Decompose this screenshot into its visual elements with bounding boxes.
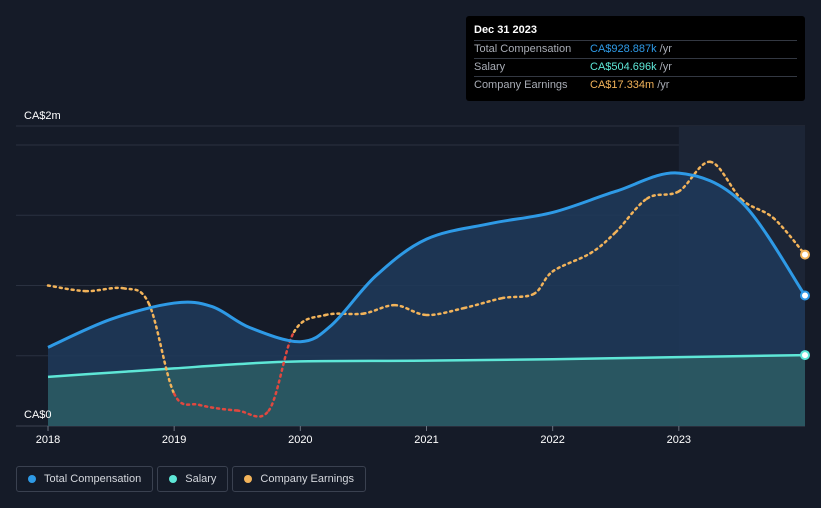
earnings-line-segment xyxy=(463,296,504,310)
legend-dot-icon xyxy=(244,475,253,483)
legend-dot-icon xyxy=(169,475,178,483)
earnings-line-segment xyxy=(709,160,744,202)
earnings-line-segment xyxy=(677,160,712,193)
earnings-line-segment xyxy=(646,190,681,200)
earnings-line-segment xyxy=(198,403,239,412)
x-tick-label: 2019 xyxy=(162,434,186,446)
legend-item-total-compensation[interactable]: Total Compensation xyxy=(16,466,154,492)
earnings-line-segment xyxy=(772,216,807,256)
tooltip-value: CA$17.334m xyxy=(590,79,655,91)
salary-end-marker[interactable] xyxy=(800,350,810,361)
earnings-line-segment xyxy=(84,286,125,293)
earnings-line-segment xyxy=(393,303,428,317)
total-compensation-line xyxy=(47,171,807,349)
y-axis-bottom-label: CA$0 xyxy=(24,409,52,421)
tooltip-unit: /yr xyxy=(657,79,670,91)
earnings-line-segment xyxy=(740,198,775,220)
earnings-line-segment xyxy=(172,392,201,407)
earnings-line-segment xyxy=(267,330,296,412)
tooltip-value: CA$928.887k xyxy=(590,43,657,55)
earnings-line-segment xyxy=(551,251,592,273)
tooltip-value: CA$504.696k xyxy=(590,61,657,73)
tooltip-label: Company Earnings xyxy=(474,79,568,91)
tooltip-unit: /yr xyxy=(659,61,672,73)
total-compensation-end-marker[interactable] xyxy=(800,290,810,301)
x-tick-label: 2018 xyxy=(36,434,60,446)
legend-item-company-earnings[interactable]: Company Earnings xyxy=(232,466,366,492)
tooltip-date: Dec 31 2023 xyxy=(474,24,537,36)
legend-label: Company Earnings xyxy=(260,473,354,485)
tooltip-label: Total Compensation xyxy=(474,43,572,55)
chart-legend: Total Compensation Salary Company Earnin… xyxy=(16,466,366,492)
earnings-line-segment xyxy=(292,313,327,334)
earnings-line-segment xyxy=(425,306,466,317)
tooltip-row-total: Total Compensation CA$928.887k /yr xyxy=(474,40,797,58)
legend-label: Total Compensation xyxy=(44,473,142,485)
salary-line xyxy=(47,353,806,379)
area-layer xyxy=(48,172,805,426)
data-tooltip: Dec 31 2023 Total Compensation CA$928.88… xyxy=(466,16,805,101)
earnings-line-segment xyxy=(122,287,151,306)
earnings-line-segment xyxy=(147,302,176,395)
earnings-line-segment xyxy=(589,230,617,255)
earnings-line-segment xyxy=(614,197,649,234)
legend-item-salary[interactable]: Salary xyxy=(157,466,229,492)
earnings-line-segment xyxy=(362,303,397,315)
x-tick-label: 2020 xyxy=(288,434,312,446)
legend-dot-icon xyxy=(28,475,36,483)
salary-area xyxy=(48,355,805,426)
tooltip-row-salary: Salary CA$504.696k /yr xyxy=(474,58,797,76)
earnings-line-segment xyxy=(46,284,88,293)
y-axis-top-label: CA$2m xyxy=(24,110,61,122)
earnings-line-segment xyxy=(324,312,365,317)
earnings-line-segment xyxy=(500,292,535,300)
x-tick-label: 2022 xyxy=(540,434,564,446)
earnings-line-segment xyxy=(236,409,271,418)
x-axis: 2018 2019 2020 2021 2022 2023 xyxy=(36,426,691,446)
tooltip-label: Salary xyxy=(474,61,506,73)
line-layer xyxy=(46,160,810,418)
tooltip-row-earnings: Company Earnings CA$17.334m /yr xyxy=(474,76,797,94)
earnings-line-segment xyxy=(532,270,554,296)
tooltip-unit: /yr xyxy=(659,43,672,55)
legend-label: Salary xyxy=(185,473,217,485)
x-tick-label: 2021 xyxy=(414,434,438,446)
x-tick-label: 2023 xyxy=(667,434,691,446)
earnings-end-marker[interactable] xyxy=(800,249,810,260)
